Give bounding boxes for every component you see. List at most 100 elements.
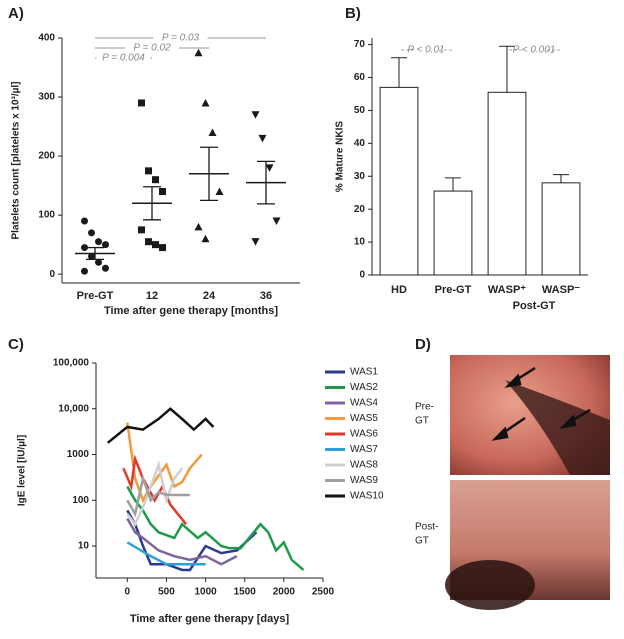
- x-tick-label: 36: [260, 290, 272, 302]
- series-line: [126, 460, 184, 527]
- y-tick-label: 10: [354, 237, 366, 248]
- legend-label: WAS5: [350, 413, 378, 424]
- y-axis-label: % Mature NKIS: [335, 121, 346, 192]
- point: [251, 111, 260, 119]
- point: [102, 241, 109, 249]
- annotation: P = 0.004: [102, 53, 145, 64]
- legend-label: WAS10: [350, 491, 384, 502]
- x-tick-label: 0: [125, 587, 131, 598]
- y-tick-label: 400: [38, 33, 55, 44]
- point: [201, 98, 210, 107]
- y-tick-label: 30: [354, 171, 366, 182]
- point: [138, 99, 145, 107]
- x-tick-label: 1500: [234, 587, 257, 598]
- point: [208, 128, 217, 136]
- y-tick-label: 1000: [67, 449, 90, 460]
- point: [138, 226, 145, 234]
- y-axis-label: Platelets count [platelets x 10³/µl]: [11, 81, 22, 239]
- photo-label: Pre-: [415, 402, 434, 413]
- annotation: P = 0.02: [133, 43, 171, 54]
- y-tick-label: 40: [354, 138, 366, 149]
- point: [194, 48, 203, 57]
- photo-label: GT: [415, 536, 429, 547]
- panel-label: A): [8, 5, 24, 22]
- x-tick-label: 12: [146, 290, 158, 302]
- point: [145, 167, 152, 175]
- point: [81, 244, 88, 252]
- panel-label: B): [345, 5, 361, 22]
- x-tick-label: Pre-GT: [435, 284, 472, 296]
- bar: [487, 91, 527, 276]
- error-bar: [257, 160, 275, 205]
- x-tick-label: 1000: [194, 587, 217, 598]
- point: [145, 238, 152, 246]
- legend-label: WAS8: [350, 460, 378, 471]
- photo-shadow: [505, 380, 610, 475]
- series-line: [126, 517, 238, 566]
- error-bar: [445, 177, 461, 192]
- x-tick-label: 2000: [273, 587, 296, 598]
- point: [95, 238, 102, 246]
- point: [81, 267, 88, 275]
- bar: [379, 86, 419, 276]
- annotation: P < 0.01: [407, 45, 444, 56]
- point: [215, 187, 224, 195]
- series-line: [122, 454, 187, 525]
- group-label: Post-GT: [513, 300, 556, 312]
- series-line: [126, 541, 206, 566]
- legend-label: WAS7: [350, 444, 378, 455]
- x-tick-label: 24: [203, 290, 216, 302]
- series-line: [126, 422, 203, 504]
- arrows: [491, 366, 591, 441]
- y-tick-label: 0: [49, 269, 55, 280]
- y-tick-label: 10,000: [58, 403, 89, 414]
- point: [152, 241, 159, 249]
- series-line: [126, 509, 258, 572]
- y-tick-label: 200: [38, 151, 55, 162]
- panel-label: D): [415, 336, 431, 353]
- y-tick-label: 100: [72, 495, 89, 506]
- y-tick-label: 70: [354, 39, 366, 50]
- y-tick-label: 0: [359, 270, 365, 281]
- point: [159, 244, 166, 252]
- point: [88, 252, 95, 260]
- legend-label: WAS2: [350, 382, 378, 393]
- bar: [541, 182, 581, 276]
- error-bar: [499, 45, 515, 93]
- legend-label: WAS9: [350, 475, 378, 486]
- series-line: [126, 473, 190, 518]
- point: [81, 217, 88, 225]
- error-bar: [200, 146, 218, 201]
- y-axis-label: IgE level [IU/µl]: [17, 435, 28, 506]
- annotation: P < 0.001: [513, 45, 556, 56]
- legend-label: WAS1: [350, 367, 378, 378]
- point: [88, 229, 95, 237]
- point: [152, 176, 159, 184]
- y-tick-label: 300: [38, 92, 55, 103]
- point: [95, 258, 102, 266]
- x-tick-label: HD: [391, 284, 407, 296]
- photo-shadow: [445, 560, 535, 610]
- legend-label: WAS4: [350, 398, 378, 409]
- x-axis-label: Time after gene therapy [months]: [104, 305, 278, 317]
- y-tick-label: 100: [38, 210, 55, 221]
- annotation: P = 0.03: [162, 33, 200, 44]
- error-bar: [86, 246, 104, 261]
- photo-label: GT: [415, 416, 429, 427]
- y-tick-label: 10: [78, 541, 90, 552]
- photo-label: Post-: [415, 522, 438, 533]
- point: [102, 264, 109, 272]
- y-tick-label: 100,000: [53, 358, 90, 369]
- point: [194, 222, 203, 231]
- series-line: [106, 407, 215, 444]
- point: [258, 134, 267, 143]
- point: [251, 238, 260, 246]
- error-bar: [143, 186, 161, 221]
- y-tick-label: 20: [354, 204, 366, 215]
- x-tick-label: WASP⁺: [488, 284, 526, 296]
- point: [159, 187, 166, 195]
- point: [265, 164, 274, 172]
- error-bar: [553, 174, 569, 183]
- series-line: [126, 485, 305, 571]
